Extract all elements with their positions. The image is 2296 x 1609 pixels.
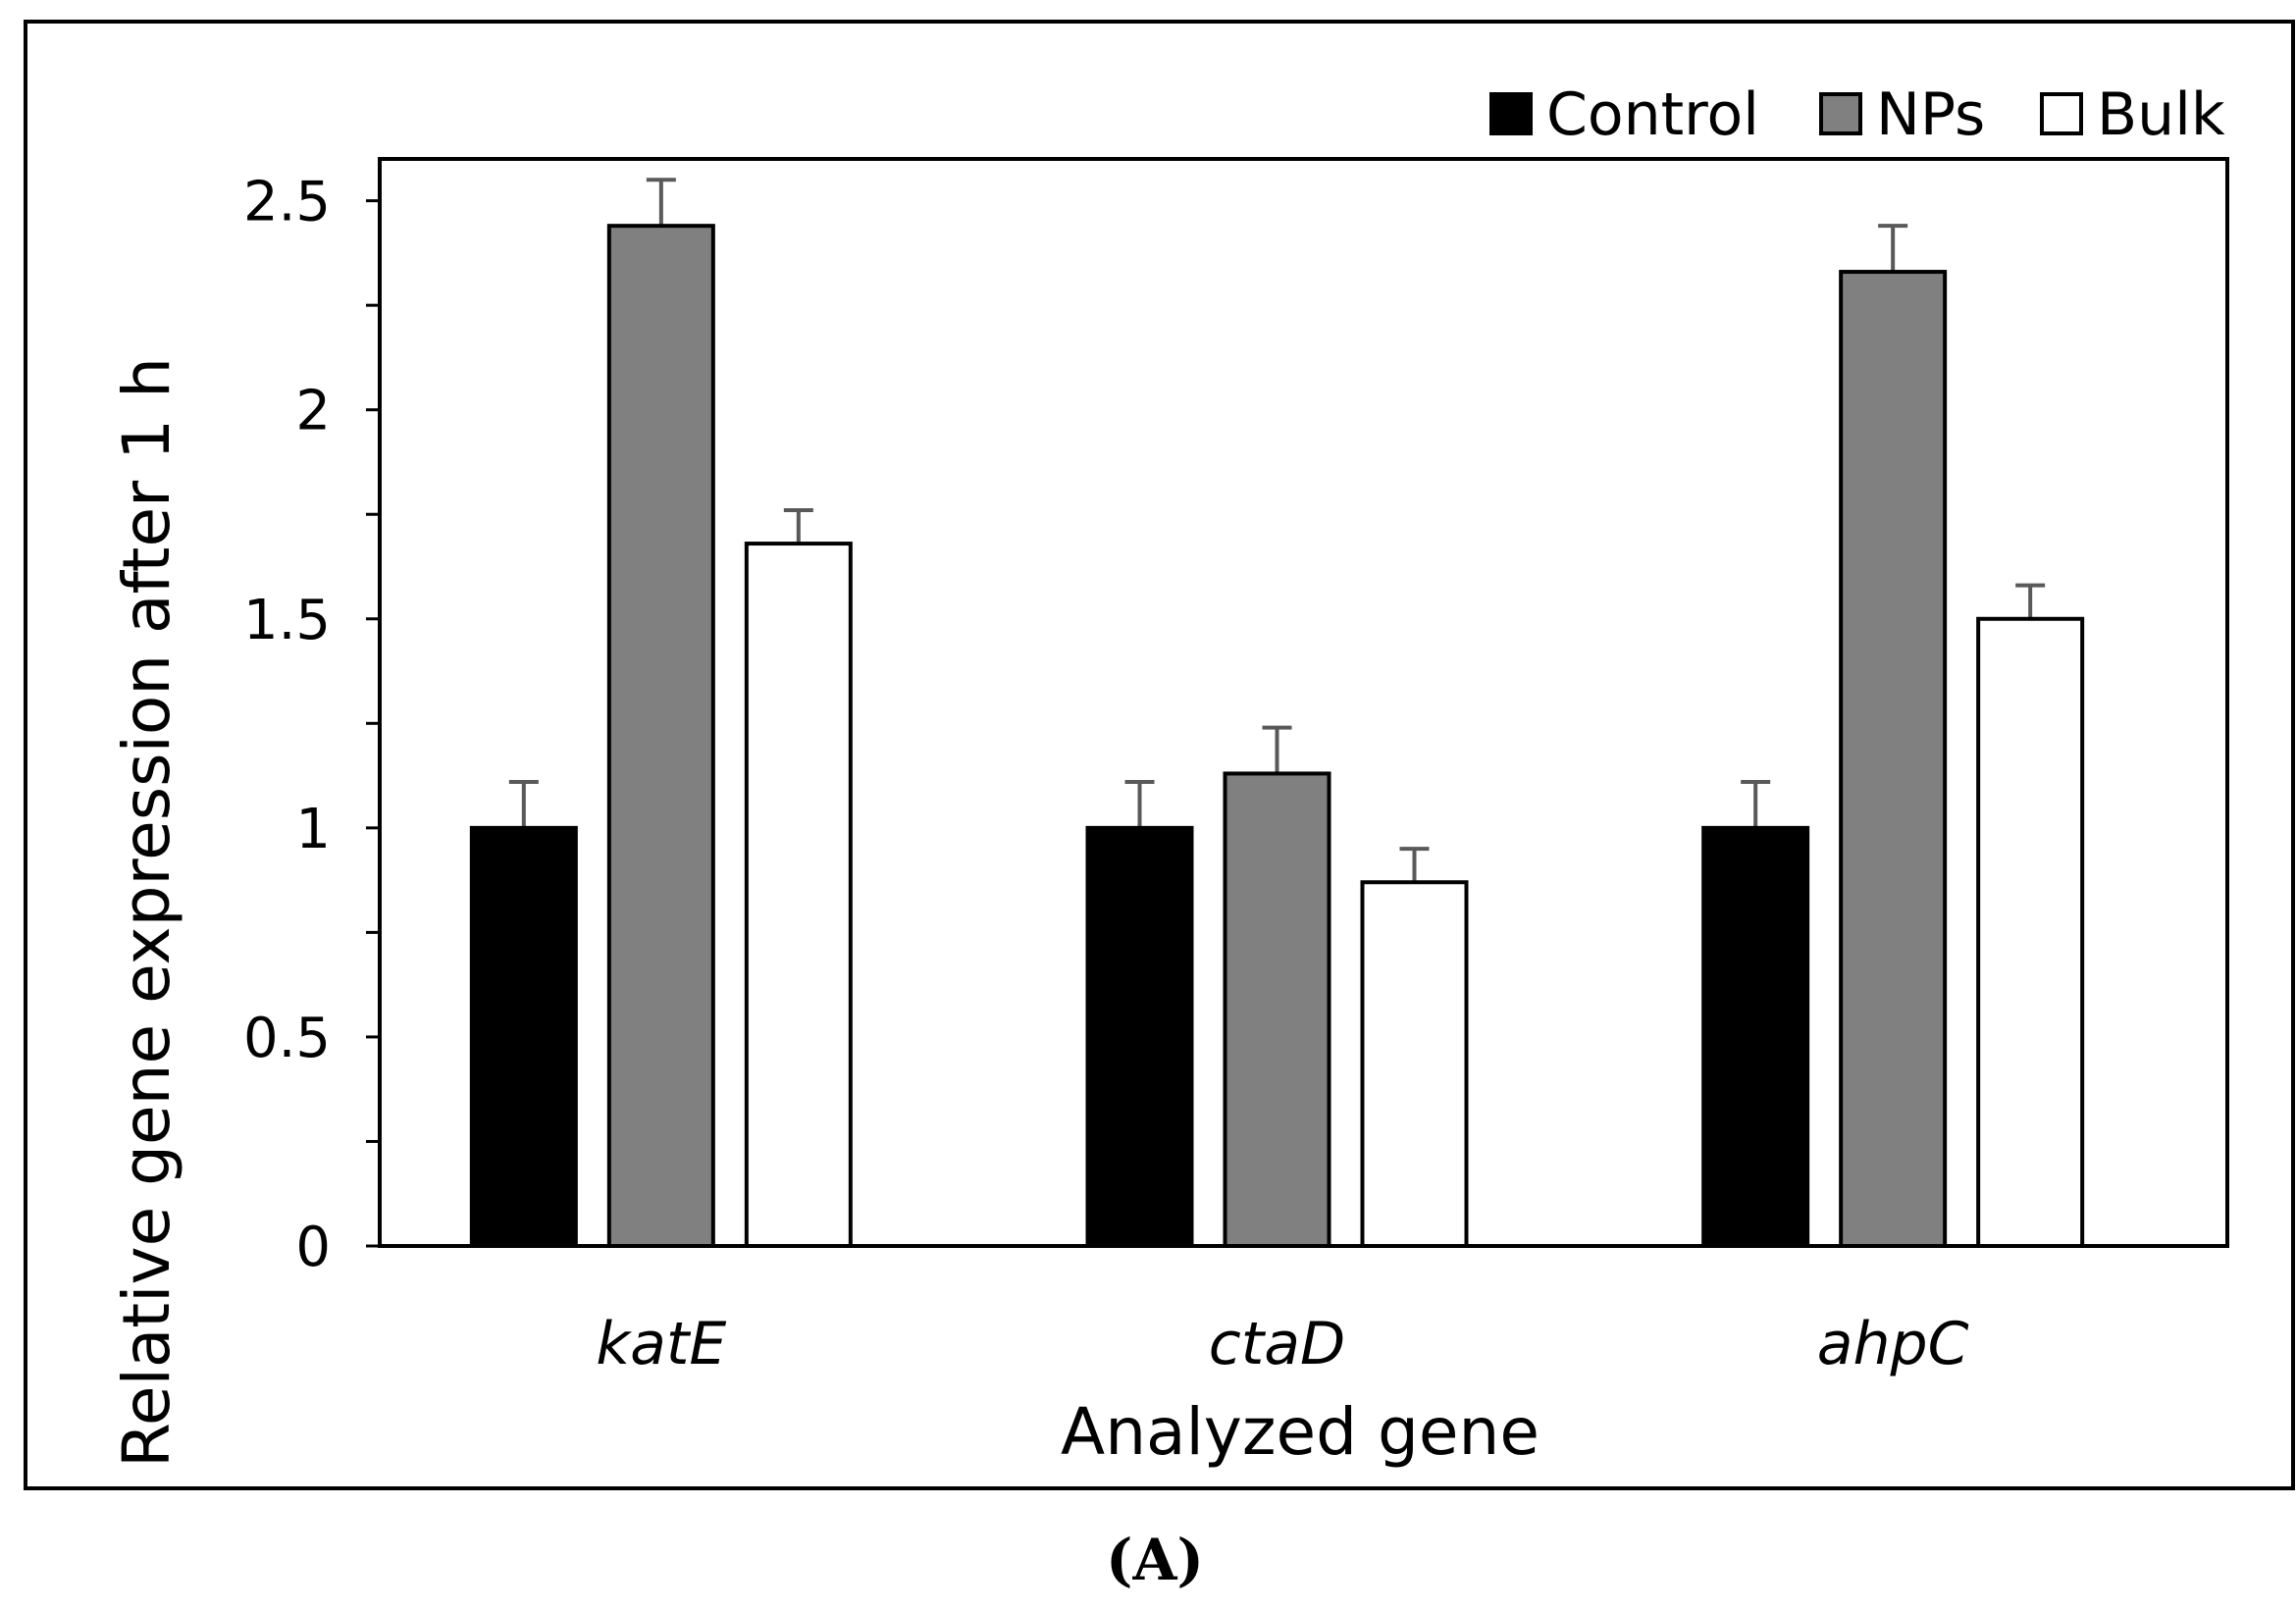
y-tick-label: 0 xyxy=(295,1216,331,1279)
bar-nps-katE xyxy=(606,224,715,1249)
x-tick-label: ahpC xyxy=(1817,1310,1969,1378)
x-tick-label: ctaD xyxy=(1209,1310,1345,1378)
legend-swatch-bulk xyxy=(2040,92,2083,135)
bar-control-ctaD xyxy=(1085,825,1194,1248)
legend-swatch-nps xyxy=(1819,92,1862,135)
y-tick-label: 2 xyxy=(295,380,331,443)
x-axis-title: Analyzed gene xyxy=(1061,1394,1539,1470)
bar-bulk-katE xyxy=(744,542,853,1248)
panel-label: (A) xyxy=(1106,1527,1204,1593)
bar-bulk-ahpC xyxy=(1976,616,2085,1248)
bar-bulk-ctaD xyxy=(1360,880,1469,1248)
bar-nps-ctaD xyxy=(1223,771,1331,1248)
legend-swatch-control xyxy=(1489,92,1533,135)
x-tick-label: katE xyxy=(596,1310,726,1378)
legend-label-control: Control xyxy=(1546,80,1759,149)
figure-frame xyxy=(24,20,2295,1490)
y-tick-label: 1 xyxy=(295,798,331,861)
bar-nps-ahpC xyxy=(1839,270,1948,1248)
y-axis-title: Relative gene expression after 1 h xyxy=(109,357,184,1468)
legend-label-bulk: Bulk xyxy=(2097,80,2225,149)
y-tick-label: 2.5 xyxy=(243,171,331,234)
bars xyxy=(469,178,2085,1249)
x-axis: katE ctaD ahpC xyxy=(596,1310,1968,1378)
y-tick-label: 1.5 xyxy=(243,589,331,652)
bar-control-ahpC xyxy=(1701,825,1810,1248)
legend-label-nps: NPs xyxy=(1876,80,1985,149)
legend: Control NPs Bulk xyxy=(1489,80,2225,149)
bar-control-katE xyxy=(469,825,578,1248)
y-tick-label: 0.5 xyxy=(243,1007,331,1070)
